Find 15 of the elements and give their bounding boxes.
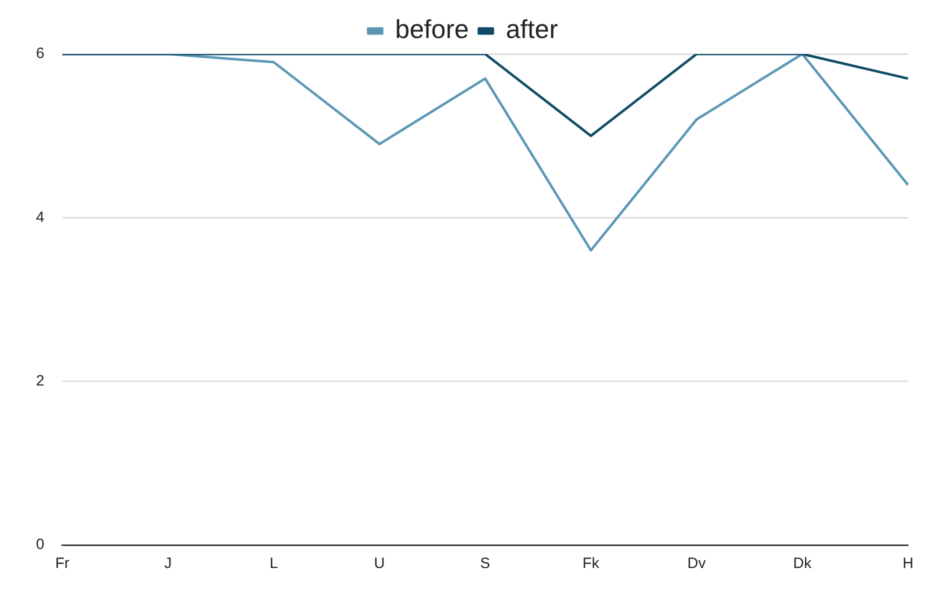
y-tick-label: 2	[36, 372, 44, 390]
y-tick-label: 6	[36, 45, 44, 62]
x-tick-label: Fr	[55, 555, 70, 572]
x-tick-label: Dv	[687, 555, 706, 572]
y-tick-label: 0	[36, 536, 44, 554]
legend-label: before	[395, 14, 469, 44]
x-tick-label: S	[480, 555, 490, 572]
x-tick-label: U	[374, 555, 385, 572]
y-tick-label: 4	[36, 208, 44, 226]
x-tick-label: Dk	[793, 555, 812, 572]
x-tick-label: H	[902, 555, 914, 572]
x-tick-label: L	[270, 555, 278, 572]
x-tick-label: J	[164, 555, 172, 572]
x-tick-label: Fk	[582, 555, 600, 572]
legend-label: after	[506, 14, 558, 44]
